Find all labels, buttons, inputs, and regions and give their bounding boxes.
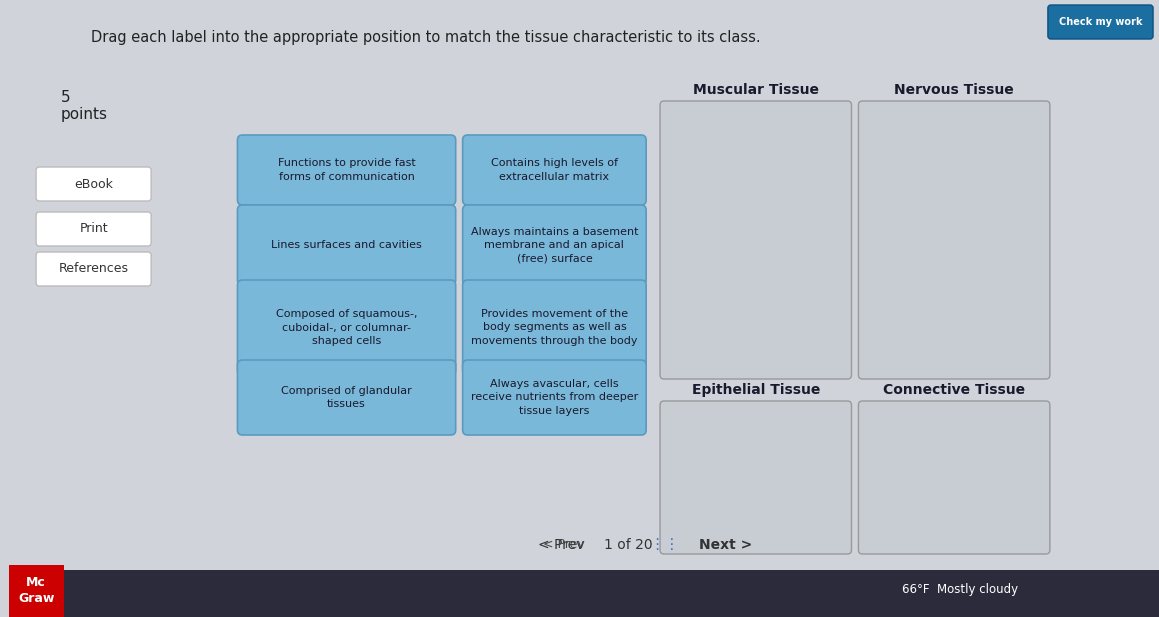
FancyBboxPatch shape — [36, 252, 151, 286]
Text: Lines surfaces and cavities: Lines surfaces and cavities — [271, 240, 422, 250]
Text: Mc
Graw: Mc Graw — [17, 576, 54, 605]
Text: Muscular Tissue: Muscular Tissue — [693, 83, 818, 97]
FancyBboxPatch shape — [238, 360, 455, 435]
FancyBboxPatch shape — [1048, 5, 1153, 39]
FancyBboxPatch shape — [859, 101, 1050, 379]
Text: Epithelial Tissue: Epithelial Tissue — [692, 383, 819, 397]
Text: Composed of squamous-,
cuboidal-, or columnar-
shaped cells: Composed of squamous-, cuboidal-, or col… — [276, 309, 417, 346]
Text: ⋮⋮: ⋮⋮ — [649, 537, 679, 552]
FancyBboxPatch shape — [462, 360, 647, 435]
Text: Always avascular, cells
receive nutrients from deeper
tissue layers: Always avascular, cells receive nutrient… — [471, 379, 637, 416]
FancyBboxPatch shape — [238, 135, 455, 205]
FancyBboxPatch shape — [462, 135, 647, 205]
Text: < Prev: < Prev — [542, 539, 584, 552]
Text: Nervous Tissue: Nervous Tissue — [895, 83, 1014, 97]
FancyBboxPatch shape — [238, 205, 455, 285]
Text: Print: Print — [79, 223, 108, 236]
FancyBboxPatch shape — [238, 280, 455, 375]
Text: Always maintains a basement
membrane and an apical
(free) surface: Always maintains a basement membrane and… — [471, 227, 639, 263]
Text: Check my work: Check my work — [1058, 17, 1143, 27]
FancyBboxPatch shape — [36, 212, 151, 246]
FancyBboxPatch shape — [859, 401, 1050, 554]
Text: < Prev: < Prev — [538, 538, 584, 552]
FancyBboxPatch shape — [9, 565, 64, 617]
FancyBboxPatch shape — [462, 280, 647, 375]
FancyBboxPatch shape — [36, 167, 151, 201]
Text: Contains high levels of
extracellular matrix: Contains high levels of extracellular ma… — [491, 159, 618, 181]
Text: Next >: Next > — [699, 538, 752, 552]
Text: 5
points: 5 points — [61, 90, 108, 122]
Text: 1 of 20: 1 of 20 — [605, 538, 654, 552]
Text: Connective Tissue: Connective Tissue — [883, 383, 1026, 397]
Text: Provides movement of the
body segments as well as
movements through the body: Provides movement of the body segments a… — [472, 309, 637, 346]
FancyBboxPatch shape — [9, 570, 1159, 617]
Text: References: References — [59, 262, 129, 276]
FancyBboxPatch shape — [659, 401, 852, 554]
Text: Functions to provide fast
forms of communication: Functions to provide fast forms of commu… — [278, 159, 415, 181]
Text: eBook: eBook — [74, 178, 114, 191]
FancyBboxPatch shape — [462, 205, 647, 285]
Text: Comprised of glandular
tissues: Comprised of glandular tissues — [282, 386, 411, 409]
Text: 66°F  Mostly cloudy: 66°F Mostly cloudy — [902, 584, 1019, 597]
FancyBboxPatch shape — [659, 101, 852, 379]
Text: Drag each label into the appropriate position to match the tissue characteristic: Drag each label into the appropriate pos… — [92, 30, 760, 45]
